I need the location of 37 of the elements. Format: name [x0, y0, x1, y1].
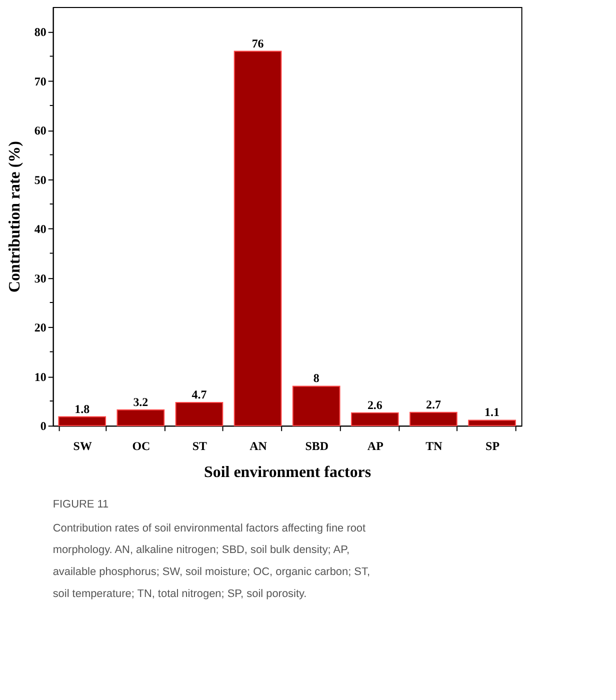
x-tick-label: SP [486, 439, 500, 454]
y-tick-label: 10 [34, 370, 46, 384]
x-tick-label: ST [192, 439, 208, 454]
bar [234, 50, 282, 426]
y-tick-label: 70 [34, 74, 46, 88]
y-tick-label: 20 [34, 320, 46, 335]
data-label: 1.1 [484, 405, 500, 420]
x-tick-label: OC [132, 439, 150, 454]
bar [175, 402, 224, 426]
data-label: 4.7 [192, 387, 207, 402]
data-label: 76 [252, 36, 264, 50]
bar [116, 409, 165, 426]
data-label: 2.7 [426, 397, 441, 412]
bar [350, 412, 399, 426]
y-tick-label: 30 [34, 271, 46, 286]
x-axis-title: Soil environment factors [204, 464, 372, 481]
caption: FIGURE 11 [52, 498, 109, 510]
x-tick-label: SBD [305, 439, 329, 454]
data-label: 8 [313, 371, 320, 386]
y-axis-title: Contribution rate (%) [6, 141, 24, 292]
y-tick-label: 60 [34, 124, 46, 138]
y-tick-label: 80 [34, 25, 46, 40]
data-label: 3.2 [133, 394, 148, 409]
bar [292, 386, 340, 426]
y-tick-label: 50 [34, 172, 46, 187]
x-tick-label: AP [367, 439, 384, 454]
x-tick-label: SW [73, 439, 92, 454]
bar [410, 412, 458, 426]
data-label: 1.8 [74, 402, 90, 416]
bar [468, 420, 516, 426]
y-tick-label: 0 [40, 419, 46, 434]
data-label: 2.6 [367, 398, 382, 412]
y-tick-label: 40 [34, 222, 46, 236]
bar [58, 416, 106, 426]
x-tick-label: TN [426, 439, 443, 454]
text: Contribution rates of soil environmental factors affecting fine root morphology. AN, alkaline nitrogen; SBD, soil bulk density; AP, available phosphorus; SW, soil moisture; OC, organic carbon; ST, soil temperature; TN, total nitrogen; SP, soil porosity. [52, 522, 370, 600]
x-tick-label: AN [250, 439, 268, 454]
